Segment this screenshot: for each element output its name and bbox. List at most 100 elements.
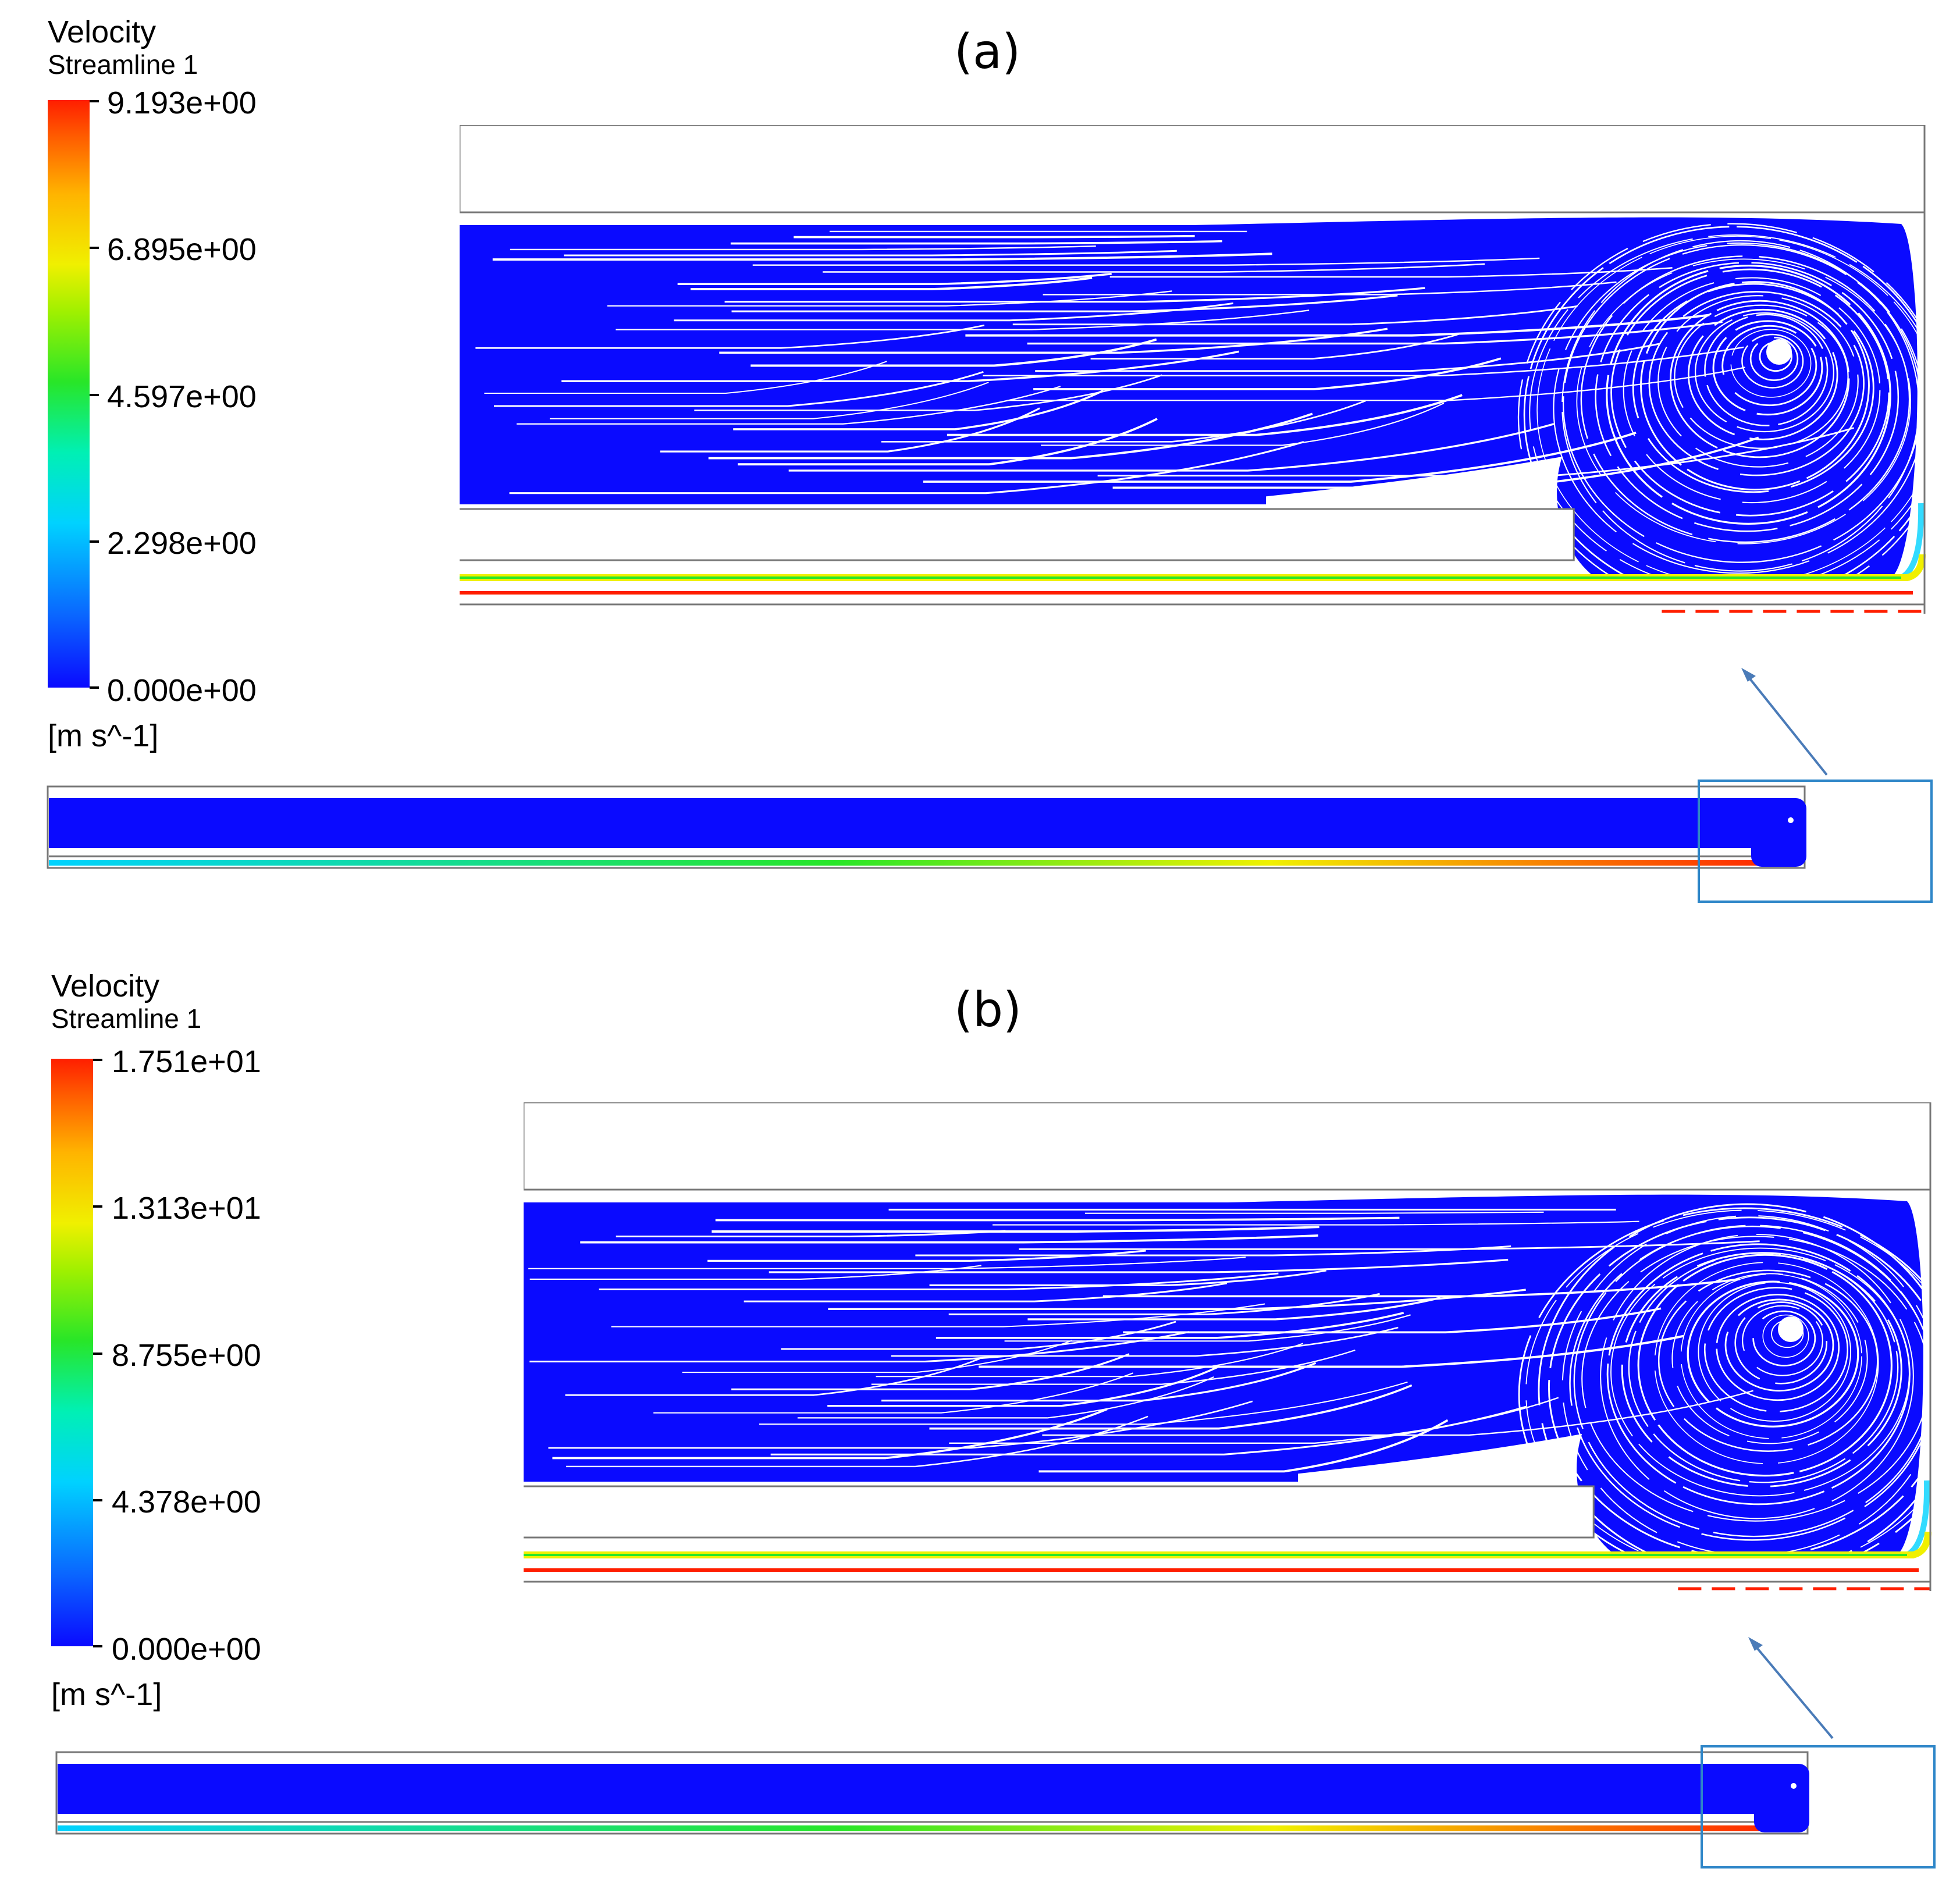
streamline	[494, 371, 984, 407]
vortex-streamline	[1581, 1236, 1930, 1522]
streamline	[484, 361, 887, 394]
inner-step-wall	[524, 1485, 1595, 1539]
streamline-detail-view	[524, 1102, 1931, 1591]
streamline	[510, 245, 1096, 251]
colorbar-tick	[93, 1499, 102, 1501]
streamline	[566, 1415, 1148, 1468]
streamline	[881, 1362, 1317, 1402]
streamline	[738, 418, 1158, 466]
streamline	[529, 1331, 1189, 1363]
jet-streamline	[49, 860, 1793, 866]
vortex-streamline	[1752, 1310, 1816, 1366]
panel-a: Velocity Streamline 1 9.193e+00 6.895e+0…	[0, 0, 1960, 943]
vortex-region	[1754, 1764, 1809, 1832]
vortex-streamline	[1632, 283, 1874, 493]
streamline	[983, 346, 1744, 377]
streamline	[1027, 321, 1723, 345]
streamline	[733, 389, 1104, 430]
vortex-streamline	[1623, 277, 1881, 504]
streamline	[712, 1226, 1319, 1233]
streamline	[794, 234, 1195, 239]
vortex-streamline	[1529, 234, 1926, 591]
streamline	[876, 1343, 1304, 1378]
colorbar-tick-label-max: 1.751e+01	[112, 1044, 261, 1079]
vortex-streamline	[1657, 1269, 1879, 1452]
vortex-streamline	[1657, 295, 1859, 468]
streamline	[965, 314, 1710, 337]
streamline	[475, 324, 985, 349]
streamline	[708, 412, 1313, 460]
jet-streamline	[524, 1531, 1931, 1558]
core-flow-region	[58, 1764, 1794, 1814]
vortex-streamline	[1762, 1314, 1809, 1358]
vortex-streamline	[1637, 1254, 1893, 1477]
streamline	[548, 1400, 1253, 1449]
colorbar-tick	[90, 686, 99, 689]
vortex-streamline	[1703, 1287, 1849, 1412]
upper-channel-wall	[524, 1102, 1931, 1191]
vortex-streamline	[1561, 240, 1920, 572]
streamline	[611, 1303, 1265, 1327]
legend-subtitle: Streamline 1	[51, 1003, 202, 1034]
vortex-streamline	[1749, 336, 1799, 381]
colorbar-tick	[93, 1059, 102, 1061]
panel-b: Velocity Streamline 1 1.751e+01 1.313e+0…	[0, 954, 1960, 1897]
vortex-streamline	[1721, 325, 1817, 407]
streamline-detail-view	[460, 125, 1926, 614]
streamline	[891, 1326, 1399, 1357]
streamline	[923, 432, 1637, 483]
colorbar-tick-label: 6.895e+00	[107, 232, 257, 267]
colorbar-tick-label-max: 9.193e+00	[107, 86, 257, 120]
vortex-streamline	[1600, 1234, 1914, 1519]
vortex-streamline	[1698, 1282, 1852, 1422]
streamline	[828, 1289, 1526, 1310]
colorbar-unit: [m s^-1]	[48, 718, 159, 753]
streamline	[1102, 1278, 1740, 1298]
vortex-streamline	[1538, 1203, 1931, 1576]
vortex-streamline	[1730, 329, 1812, 398]
streamline	[750, 338, 1157, 367]
streamline	[823, 263, 1485, 273]
streamline	[731, 1353, 1130, 1390]
vortex-core	[1766, 339, 1792, 365]
streamline	[770, 1405, 1527, 1455]
vortex-streamline	[1518, 1207, 1931, 1582]
streamline	[616, 309, 1310, 330]
streamline	[607, 290, 1172, 307]
zoom-arrow	[1748, 1637, 1834, 1739]
streamline	[881, 400, 1366, 443]
colorbar-tick-label: 1.313e+01	[112, 1191, 261, 1226]
colorbar-tick	[90, 100, 99, 102]
streamline	[1090, 333, 1461, 360]
velocity-colorbar	[48, 100, 90, 688]
streamline-overview-view	[55, 1745, 1936, 1868]
streamline	[929, 1384, 1413, 1430]
vortex-region	[1751, 798, 1806, 867]
vortex-streamline	[1712, 320, 1823, 416]
streamline	[653, 1372, 1134, 1414]
legend-subtitle: Streamline 1	[48, 49, 198, 80]
vortex-streamline	[1536, 236, 1926, 585]
legend-title: Velocity	[48, 15, 156, 49]
streamline	[781, 1321, 1176, 1350]
streamline	[1027, 1297, 1441, 1321]
streamline	[715, 1216, 1400, 1222]
streamline	[682, 1340, 1073, 1373]
streamline	[599, 1272, 1279, 1290]
colorbar-tick	[90, 394, 99, 396]
streamline	[797, 1376, 1214, 1419]
streamline	[580, 1234, 1318, 1244]
streamline	[759, 1381, 1408, 1425]
vortex-streamline	[1674, 304, 1849, 449]
vortex-streamline	[1648, 291, 1865, 476]
streamline	[993, 1220, 1639, 1226]
vortex-core	[1791, 1783, 1797, 1789]
streamline	[979, 1334, 1684, 1368]
colorbar-tick-label-min: 0.000e+00	[112, 1632, 261, 1667]
vortex-streamline	[1621, 1252, 1902, 1487]
vortex-streamline	[1654, 1262, 1879, 1464]
streamline	[1038, 1419, 1449, 1473]
vortex-streamline	[1610, 268, 1890, 517]
streamline	[769, 1258, 1509, 1273]
streamline	[549, 382, 989, 419]
